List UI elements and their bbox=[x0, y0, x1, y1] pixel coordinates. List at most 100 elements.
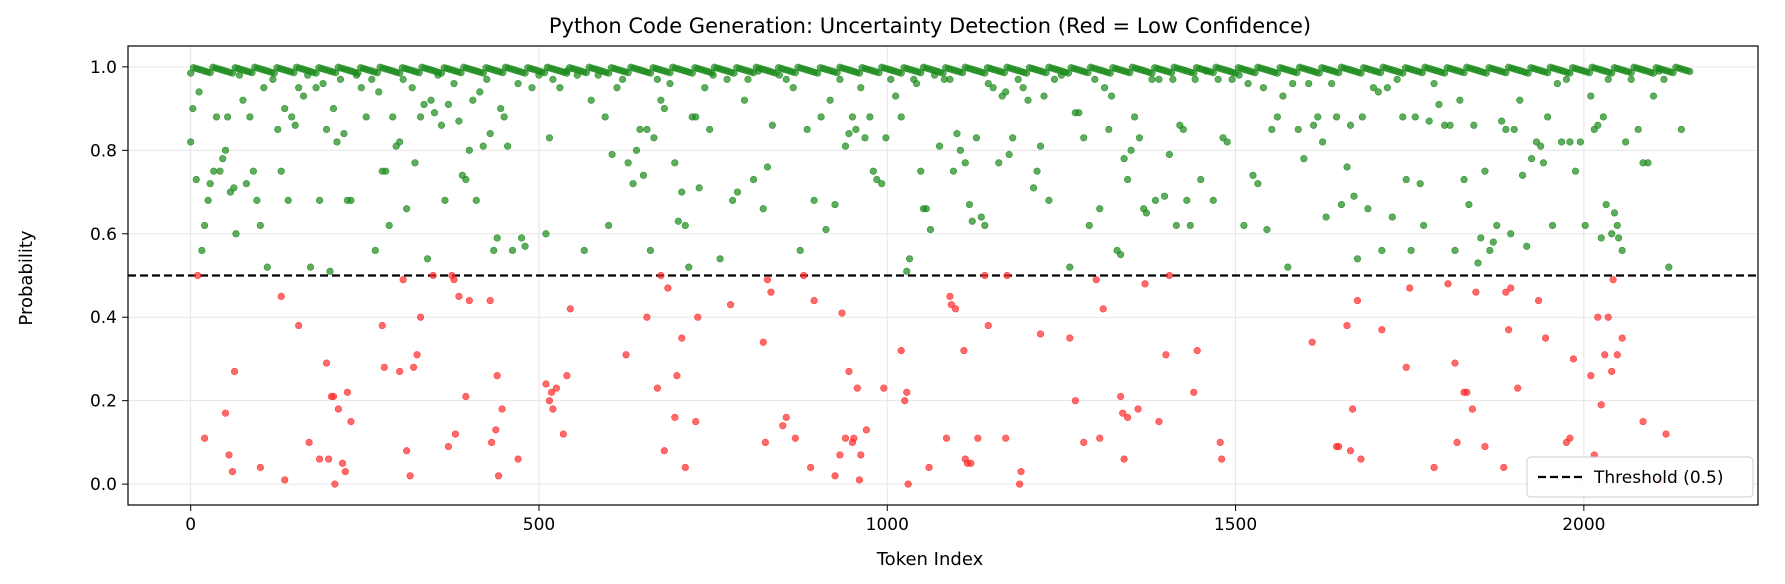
high-confidence-point bbox=[826, 96, 834, 104]
legend-box bbox=[1526, 456, 1754, 498]
low-confidence-point bbox=[331, 480, 339, 488]
high-confidence-point bbox=[995, 159, 1003, 167]
high-confidence-point bbox=[514, 79, 522, 88]
high-confidence-point bbox=[666, 79, 674, 88]
high-confidence-point bbox=[692, 113, 700, 121]
high-confidence-point bbox=[903, 267, 911, 275]
low-confidence-point bbox=[295, 321, 303, 330]
high-confidence-point bbox=[444, 100, 453, 109]
high-confidence-point bbox=[601, 113, 609, 121]
high-confidence-point bbox=[897, 113, 905, 121]
high-confidence-point bbox=[1279, 92, 1287, 100]
high-confidence-point bbox=[892, 92, 900, 100]
high-confidence-point bbox=[1430, 79, 1438, 88]
low-confidence-point bbox=[465, 296, 473, 305]
high-confidence-point bbox=[542, 230, 550, 238]
low-confidence-point bbox=[942, 434, 951, 442]
high-confidence-point bbox=[1353, 255, 1362, 263]
high-confidence-point bbox=[716, 255, 724, 263]
low-confidence-point bbox=[841, 434, 850, 442]
high-confidence-point bbox=[430, 109, 439, 117]
high-confidence-point bbox=[263, 263, 271, 271]
high-confidence-point bbox=[1209, 196, 1217, 204]
low-confidence-point bbox=[413, 351, 421, 359]
high-confidence-point bbox=[981, 221, 989, 230]
high-confidence-point bbox=[1571, 167, 1580, 175]
low-confidence-point bbox=[1002, 434, 1010, 442]
high-confidence-point bbox=[1566, 138, 1574, 146]
high-confidence-point bbox=[1160, 192, 1169, 200]
low-confidence-point bbox=[692, 417, 700, 426]
high-confidence-point bbox=[1597, 234, 1605, 242]
low-confidence-point bbox=[1134, 405, 1142, 413]
low-confidence-point bbox=[305, 438, 313, 447]
high-confidence-point bbox=[246, 113, 254, 121]
low-confidence-point bbox=[660, 447, 668, 455]
high-confidence-point bbox=[1172, 221, 1180, 230]
high-confidence-point bbox=[1107, 92, 1116, 100]
high-confidence-point bbox=[416, 113, 425, 121]
low-confidence-point bbox=[341, 468, 349, 476]
high-confidence-point bbox=[660, 104, 668, 113]
high-confidence-point bbox=[201, 221, 209, 230]
low-confidence-point bbox=[498, 405, 506, 413]
low-confidence-point bbox=[322, 359, 331, 367]
high-confidence-point bbox=[1117, 251, 1125, 259]
low-confidence-point bbox=[462, 392, 470, 401]
high-confidence-point bbox=[749, 175, 758, 184]
high-confidence-point bbox=[462, 175, 470, 184]
high-confidence-point bbox=[1489, 238, 1497, 246]
high-confidence-point bbox=[1075, 109, 1083, 117]
high-confidence-point bbox=[1273, 113, 1281, 121]
high-confidence-point bbox=[1268, 125, 1276, 134]
low-confidence-point bbox=[1123, 413, 1132, 421]
low-confidence-point bbox=[228, 468, 237, 476]
high-confidence-point bbox=[403, 205, 411, 213]
high-confidence-point bbox=[1544, 113, 1552, 121]
low-confidence-point bbox=[1071, 397, 1079, 405]
high-confidence-point bbox=[219, 155, 227, 163]
high-confidence-point bbox=[1332, 113, 1341, 121]
low-confidence-point bbox=[396, 367, 404, 376]
x-tick-label: 1000 bbox=[866, 515, 909, 535]
high-confidence-point bbox=[497, 104, 505, 113]
high-confidence-point bbox=[984, 79, 992, 88]
high-confidence-point bbox=[260, 84, 268, 92]
high-confidence-point bbox=[336, 75, 345, 83]
low-confidence-point bbox=[664, 284, 672, 292]
low-confidence-point bbox=[455, 292, 463, 300]
high-confidence-point bbox=[483, 75, 491, 83]
high-confidence-point bbox=[1197, 175, 1205, 184]
high-confidence-point bbox=[624, 159, 632, 167]
low-confidence-point bbox=[450, 276, 458, 284]
high-confidence-point bbox=[1481, 167, 1489, 175]
low-confidence-point bbox=[559, 430, 567, 438]
high-confidence-point bbox=[744, 75, 752, 83]
high-confidence-point bbox=[299, 92, 308, 100]
high-confidence-point bbox=[357, 84, 365, 92]
high-confidence-point bbox=[613, 84, 621, 92]
high-confidence-point bbox=[1005, 150, 1013, 159]
high-confidence-point bbox=[347, 196, 355, 204]
low-confidence-point bbox=[1587, 372, 1595, 380]
x-tick-label: 500 bbox=[523, 515, 555, 535]
high-confidence-point bbox=[861, 134, 869, 142]
high-confidence-point bbox=[678, 188, 686, 196]
high-confidence-point bbox=[580, 246, 588, 255]
high-confidence-point bbox=[1165, 150, 1173, 159]
high-confidence-point bbox=[319, 79, 327, 88]
high-confidence-point bbox=[1186, 221, 1194, 230]
high-confidence-point bbox=[1634, 125, 1642, 134]
low-confidence-point bbox=[403, 447, 411, 455]
low-confidence-point bbox=[451, 430, 459, 438]
low-confidence-point bbox=[1402, 363, 1410, 371]
high-confidence-point bbox=[479, 142, 487, 150]
high-confidence-point bbox=[274, 125, 282, 134]
low-confidence-point bbox=[429, 271, 437, 280]
high-confidence-point bbox=[1254, 180, 1262, 188]
low-confidence-point bbox=[807, 463, 815, 472]
low-confidence-point bbox=[1468, 405, 1476, 413]
low-confidence-point bbox=[315, 455, 324, 463]
high-confidence-point bbox=[427, 96, 435, 104]
high-confidence-point bbox=[206, 180, 214, 188]
